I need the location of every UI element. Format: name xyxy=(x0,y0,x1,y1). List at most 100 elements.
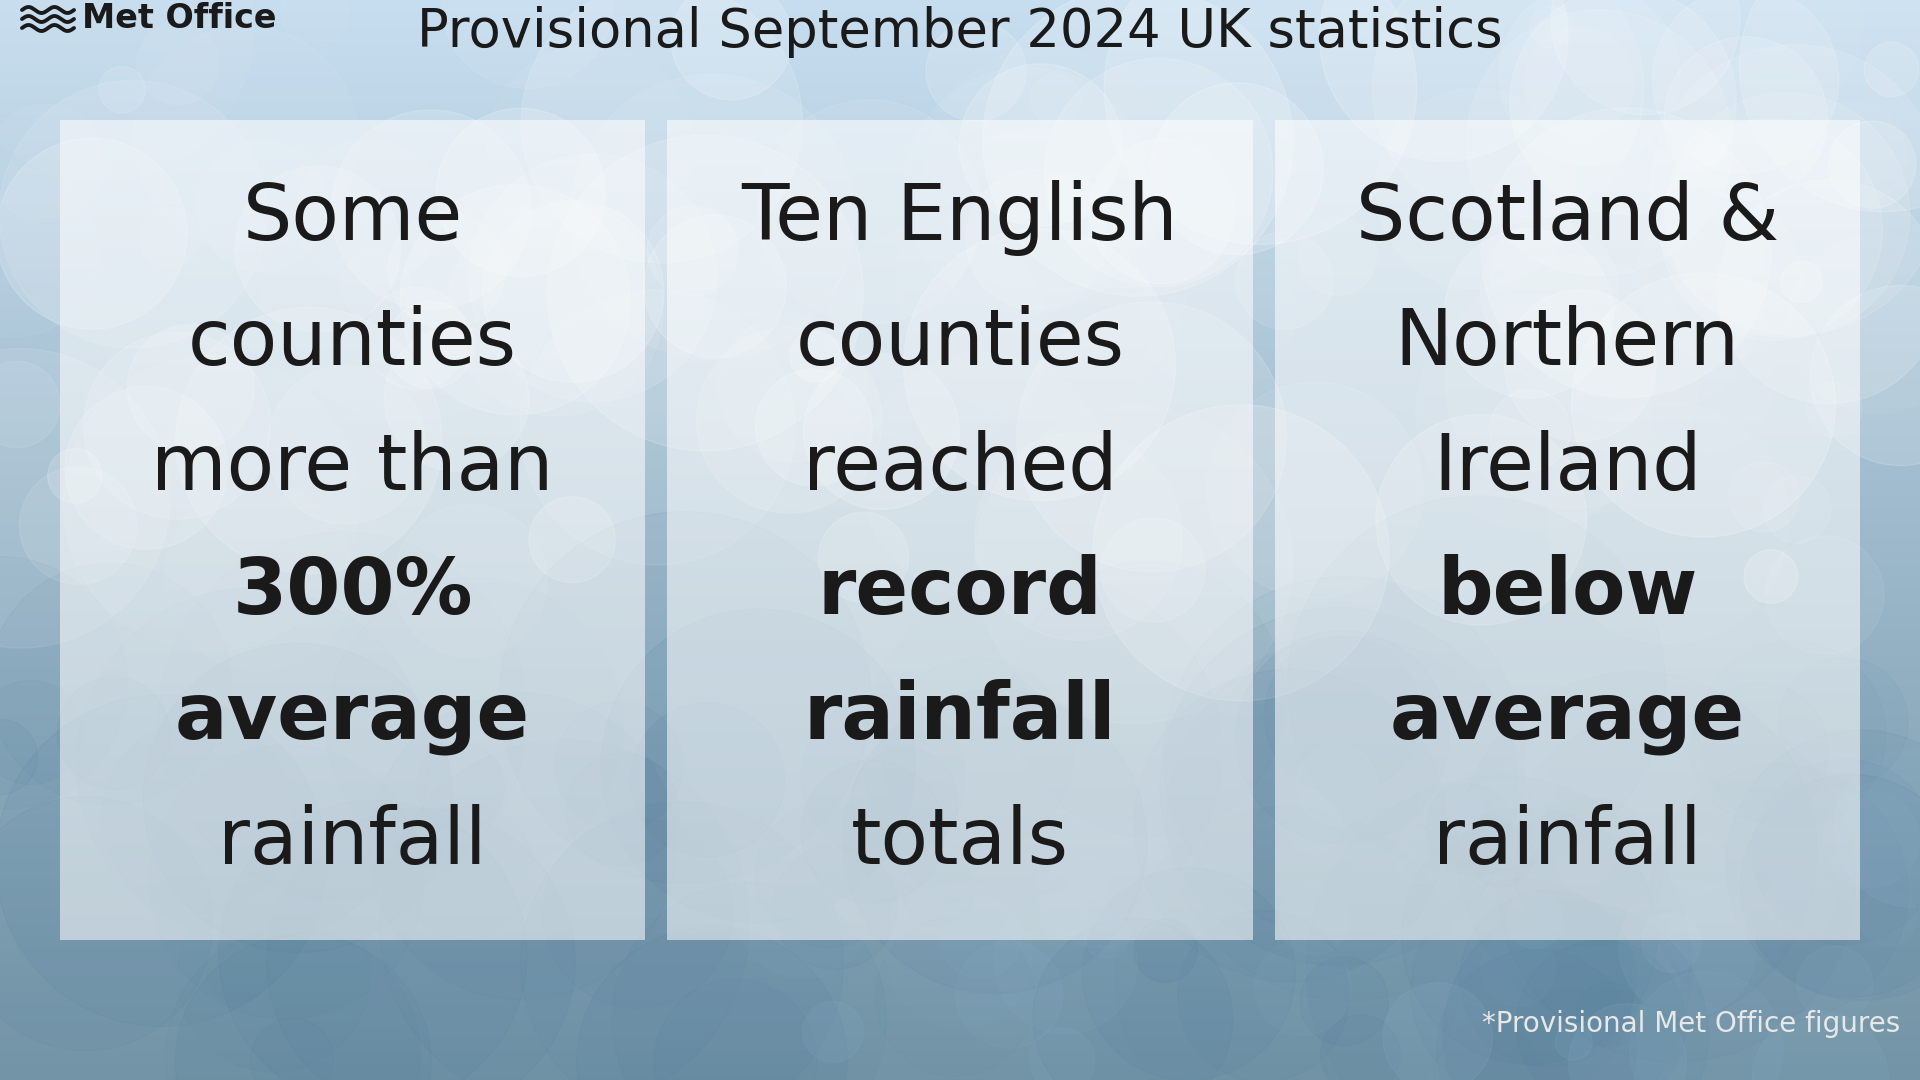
Circle shape xyxy=(1859,889,1916,946)
Circle shape xyxy=(939,896,1021,978)
Circle shape xyxy=(1505,289,1657,442)
Circle shape xyxy=(555,702,684,831)
Circle shape xyxy=(234,166,401,332)
Circle shape xyxy=(1041,821,1096,877)
Circle shape xyxy=(1296,744,1377,825)
Circle shape xyxy=(1321,1015,1400,1080)
Circle shape xyxy=(1306,775,1692,1080)
Circle shape xyxy=(520,289,795,565)
Circle shape xyxy=(956,941,1062,1048)
Circle shape xyxy=(1135,670,1446,982)
Circle shape xyxy=(1619,880,1757,1017)
Circle shape xyxy=(384,326,530,471)
Circle shape xyxy=(801,760,945,904)
Text: Northern: Northern xyxy=(1394,305,1740,381)
Circle shape xyxy=(904,67,1150,313)
Circle shape xyxy=(1177,910,1350,1080)
Circle shape xyxy=(252,1018,334,1080)
Circle shape xyxy=(1319,0,1569,161)
Circle shape xyxy=(1726,730,1920,1000)
Text: totals: totals xyxy=(851,804,1069,879)
Circle shape xyxy=(1572,273,1836,537)
Circle shape xyxy=(19,467,136,584)
Circle shape xyxy=(1498,704,1855,1063)
Text: below: below xyxy=(1438,554,1697,631)
Circle shape xyxy=(1029,1028,1094,1080)
Circle shape xyxy=(380,740,749,1080)
Text: more than: more than xyxy=(152,430,553,505)
Circle shape xyxy=(1753,759,1920,945)
Circle shape xyxy=(1068,856,1110,900)
Circle shape xyxy=(1031,73,1081,124)
Circle shape xyxy=(1799,100,1905,206)
Text: reached: reached xyxy=(803,430,1117,505)
Text: average: average xyxy=(1390,679,1745,755)
Circle shape xyxy=(1373,0,1644,224)
Circle shape xyxy=(1041,892,1089,941)
Circle shape xyxy=(1480,221,1619,360)
Text: Met Office: Met Office xyxy=(83,2,276,36)
Circle shape xyxy=(1807,382,1862,437)
Circle shape xyxy=(175,934,430,1080)
Circle shape xyxy=(1665,93,1910,337)
Circle shape xyxy=(1763,475,1832,543)
Circle shape xyxy=(1348,822,1409,882)
Circle shape xyxy=(0,80,267,348)
Text: Provisional September 2024 UK statistics: Provisional September 2024 UK statistics xyxy=(417,6,1503,58)
Circle shape xyxy=(1419,772,1482,836)
Circle shape xyxy=(100,67,146,113)
Circle shape xyxy=(1555,1023,1592,1061)
Circle shape xyxy=(1569,1003,1686,1080)
Circle shape xyxy=(576,927,847,1080)
Circle shape xyxy=(1740,0,1920,212)
Circle shape xyxy=(1488,759,1553,824)
Circle shape xyxy=(136,23,219,105)
Circle shape xyxy=(1444,902,1709,1080)
Circle shape xyxy=(1444,229,1613,397)
Circle shape xyxy=(601,609,916,923)
Circle shape xyxy=(966,170,1106,310)
Circle shape xyxy=(818,512,908,603)
Circle shape xyxy=(1375,89,1576,288)
Circle shape xyxy=(1661,119,1882,340)
Circle shape xyxy=(499,512,872,883)
Circle shape xyxy=(1152,83,1323,255)
Circle shape xyxy=(1766,536,1884,654)
Circle shape xyxy=(1517,941,1686,1080)
Circle shape xyxy=(1670,875,1782,988)
Circle shape xyxy=(570,75,854,360)
Circle shape xyxy=(386,301,474,389)
Text: counties: counties xyxy=(795,305,1125,381)
Circle shape xyxy=(975,433,1183,640)
Circle shape xyxy=(1530,5,1572,48)
FancyBboxPatch shape xyxy=(60,120,645,940)
Circle shape xyxy=(1288,496,1665,874)
Circle shape xyxy=(365,287,467,390)
Circle shape xyxy=(983,0,1292,296)
Circle shape xyxy=(58,677,169,789)
Circle shape xyxy=(0,680,83,784)
Circle shape xyxy=(1236,232,1332,329)
Circle shape xyxy=(543,818,733,1009)
Circle shape xyxy=(198,140,328,271)
Circle shape xyxy=(1665,37,1828,200)
Text: Ten English: Ten English xyxy=(741,180,1179,256)
Circle shape xyxy=(0,719,38,794)
Circle shape xyxy=(1286,798,1342,854)
Circle shape xyxy=(1471,824,1534,888)
Circle shape xyxy=(144,644,453,953)
Circle shape xyxy=(1135,919,1198,983)
Circle shape xyxy=(1811,285,1920,465)
Circle shape xyxy=(1236,631,1450,843)
Circle shape xyxy=(1507,892,1563,948)
Circle shape xyxy=(0,362,60,448)
Circle shape xyxy=(1459,890,1636,1067)
Circle shape xyxy=(127,324,253,451)
Circle shape xyxy=(1044,58,1273,286)
Circle shape xyxy=(655,980,816,1080)
Circle shape xyxy=(1263,636,1421,793)
Circle shape xyxy=(612,882,887,1080)
Circle shape xyxy=(0,563,230,806)
Circle shape xyxy=(1033,918,1233,1080)
Circle shape xyxy=(267,365,426,524)
